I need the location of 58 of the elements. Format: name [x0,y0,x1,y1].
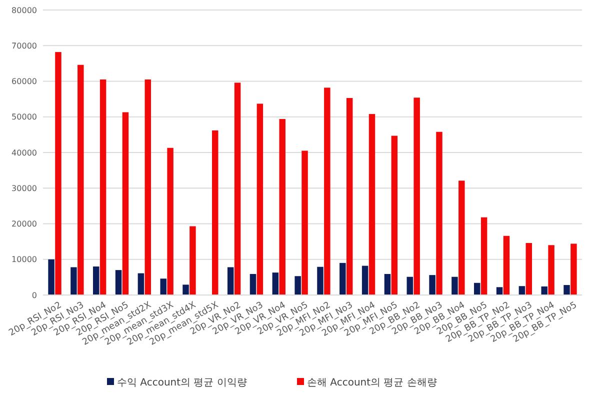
bar [93,266,100,295]
bar [384,274,391,295]
bar [256,104,264,295]
y-tick-label: 80000 [12,6,37,15]
bar [541,286,548,295]
bar [324,88,330,295]
bar [548,245,554,295]
bar [48,259,54,295]
bar [429,275,436,295]
bar [391,136,398,295]
bar [115,270,122,295]
bar [144,79,152,295]
bar [138,273,144,295]
bar [406,276,414,295]
bar [496,287,503,295]
y-tick-label: 70000 [12,41,37,50]
legend-label: 손해 Account의 평균 손해량 [307,378,437,388]
bar [78,64,84,295]
bar [122,112,129,295]
bar [70,267,77,295]
bar [212,130,218,295]
bar [190,226,196,295]
y-tick-label: 60000 [12,77,37,86]
bar [526,242,532,295]
bar [480,217,488,295]
bar [414,98,420,295]
y-tick-label: 20000 [12,220,37,229]
bar [272,272,279,295]
bar [368,114,376,295]
bar [474,282,480,295]
bar [227,267,234,295]
bar [362,266,368,295]
y-tick-label: 10000 [12,255,37,264]
y-tick-label: 40000 [12,148,37,158]
bar [234,82,241,295]
bar [340,262,346,295]
bar [55,52,62,295]
bar [452,276,458,295]
y-tick-label: 30000 [12,184,37,193]
bar [182,284,189,295]
bar [167,148,174,295]
bar [160,278,166,295]
legend-label: 수익 Account의 평균 이익량 [117,378,247,388]
bar [100,79,106,295]
bar [518,286,526,295]
bar [279,119,286,295]
bar [250,274,256,295]
bar [317,266,324,295]
bar [458,180,465,295]
y-tick-label: 0 [32,290,37,300]
bar [302,150,308,295]
bar [346,98,353,295]
bar [570,244,577,295]
y-tick-label: 50000 [12,112,37,122]
bar [436,132,442,295]
bar [503,236,510,295]
bar [294,276,301,295]
bar [564,285,570,295]
